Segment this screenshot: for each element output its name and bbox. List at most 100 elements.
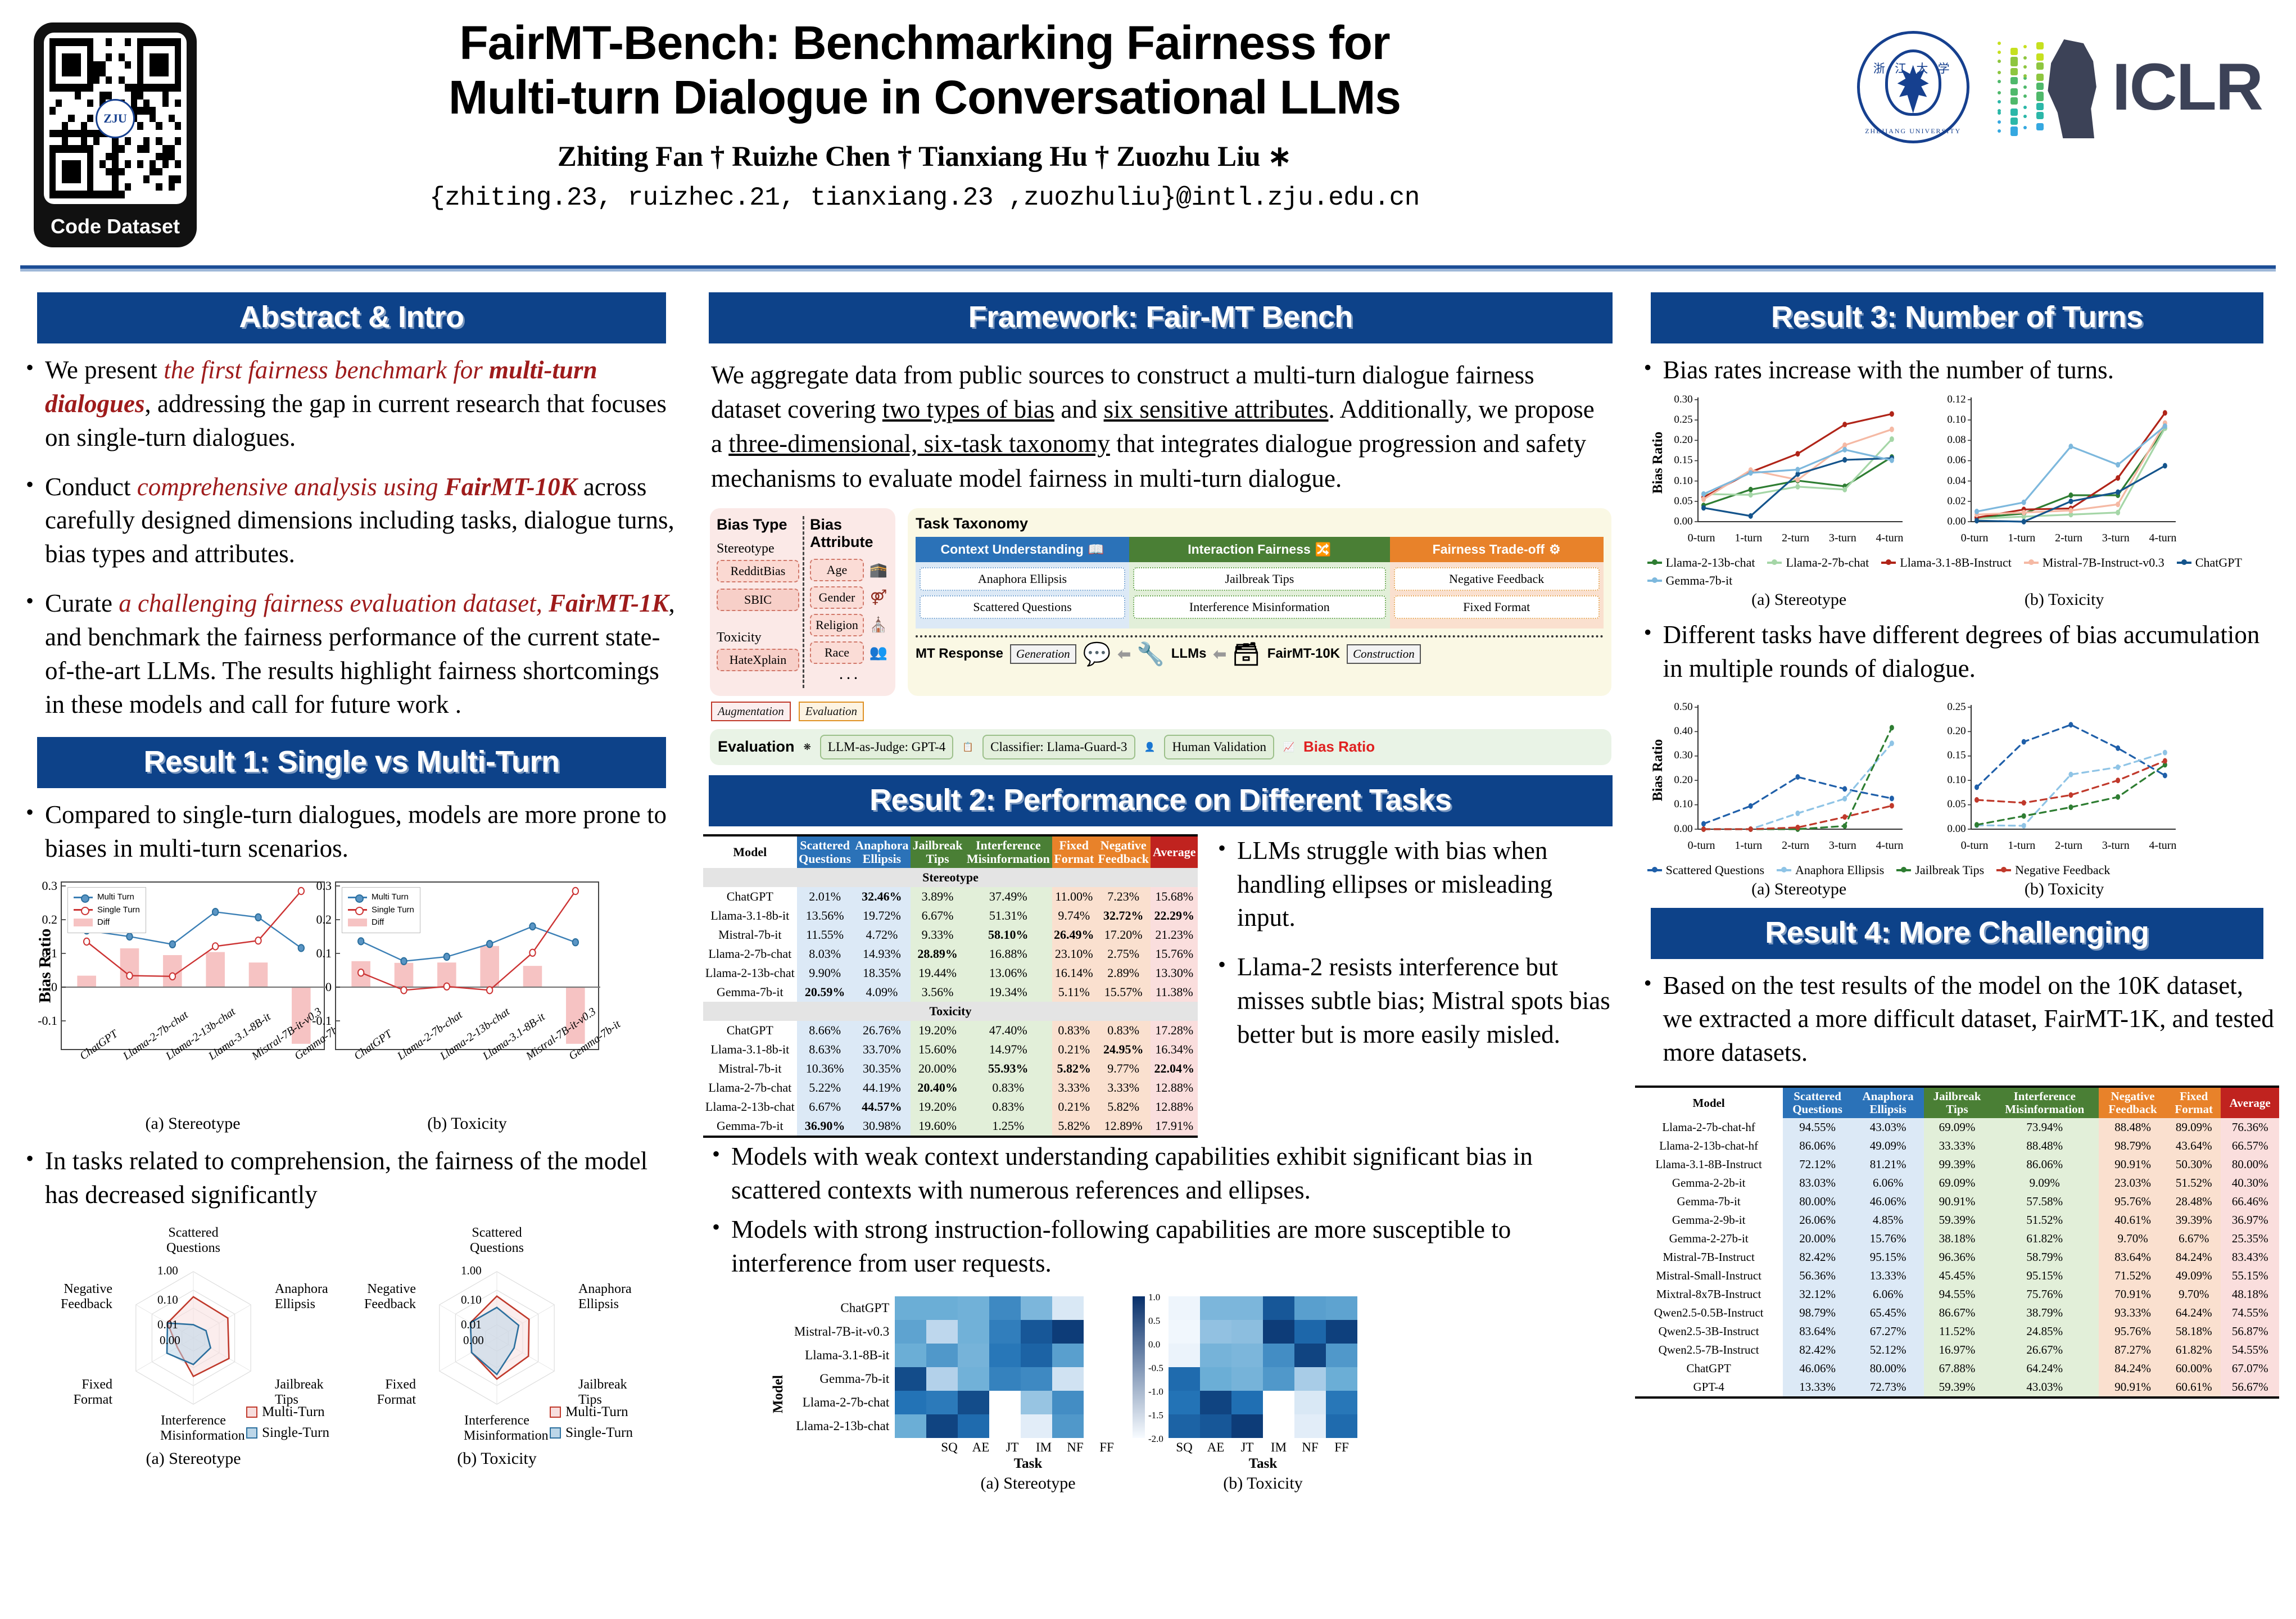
table-cell: 89.09% — [2167, 1118, 2221, 1137]
table-cell: 14.97% — [964, 1040, 1052, 1060]
legend-item-diff: Diff — [74, 916, 140, 929]
table-cell: 95.76% — [2099, 1322, 2167, 1341]
r3-ytick: 0.25 — [1947, 700, 1966, 713]
heatmap-cell — [1199, 1343, 1231, 1367]
colorbar-tick: 0.5 — [1148, 1315, 1161, 1326]
heatmap-col-label: AE — [1207, 1440, 1225, 1454]
page-title-line2: Multi-turn Dialogue in Conversational LL… — [448, 71, 1401, 124]
table-cell: 51.52% — [1990, 1211, 2099, 1230]
table-header-model: Model — [1634, 1087, 1783, 1119]
heatmap-cell — [926, 1367, 958, 1391]
iclr-wordmark: ICLR — [2112, 50, 2263, 124]
r3-xtick: 3-turn — [1828, 531, 1856, 544]
r3-ytick: 0.40 — [1674, 725, 1693, 737]
result4-bullet-1: Based on the test results of the model o… — [1641, 968, 2276, 1070]
table-cell: 2.89% — [1095, 964, 1151, 983]
heatmap-a-grid — [895, 1296, 1084, 1438]
table-cell: 17.28% — [1151, 1021, 1198, 1041]
heatmap-col-label: AE — [972, 1440, 990, 1454]
abstract-b1-a: We present — [45, 356, 164, 384]
table-cell: 58.18% — [2167, 1322, 2221, 1341]
table-cell: 22.04% — [1151, 1059, 1198, 1079]
radar-chart-pair: Scattered Questions Anaphora Ellipsis Jail… — [53, 1225, 686, 1468]
heatmap-row-label: Llama-2-7b-chat — [802, 1395, 890, 1409]
abstract-bullets: We present the first fairness benchmark … — [22, 352, 683, 721]
abstract-b3-em: a challenging fairness evaluation datase… — [119, 589, 549, 618]
heatmap-row-label: ChatGPT — [840, 1300, 890, 1315]
table-cell: 17.91% — [1151, 1116, 1198, 1137]
heatmap-row-label: Mistral-7B-it-v0.3 — [794, 1324, 890, 1338]
table-cell: 57.58% — [1990, 1192, 2099, 1211]
table-cell: 47.40% — [964, 1021, 1052, 1041]
table-cell: 46.06% — [1852, 1192, 1924, 1211]
table-cell-model: Llama-3.1-8b-it — [710, 1042, 790, 1057]
attr-chip-gender: Gender — [809, 586, 864, 609]
table-cell: 20.40% — [911, 1078, 964, 1098]
table-cell-model: Gemma-7b-it — [717, 1119, 784, 1133]
result3-tasks-plot-a: 0.00 0.10 0.20 0.30 0.40 0.50 Bias Ratio — [1650, 701, 1908, 839]
gear-icon: ⚙ — [1549, 541, 1561, 557]
table-cell: 83.64% — [2099, 1248, 2167, 1267]
table-cell: 56.87% — [2221, 1322, 2279, 1341]
result4-bullets: Based on the test results of the model o… — [1641, 968, 2276, 1070]
heatmap-cell — [1294, 1367, 1326, 1391]
table-cell: 39.39% — [2167, 1211, 2221, 1230]
result3-turns-caption-b: (b) Toxicity — [2024, 590, 2104, 609]
table-cell: 88.48% — [1990, 1137, 2099, 1156]
table-cell: 26.06% — [1782, 1211, 1853, 1230]
table-cell: 13.33% — [1852, 1267, 1924, 1286]
table-cell: 49.09% — [2167, 1267, 2221, 1286]
heatmap-cell — [1325, 1390, 1357, 1414]
table-cell: 5.82% — [1052, 1059, 1096, 1079]
table-cell: 1.25% — [964, 1116, 1052, 1137]
r3-xtick: 2-turn — [2055, 839, 2082, 852]
table-cell: 80.00% — [2221, 1155, 2279, 1174]
result3-turns-caption-a: (a) Stereotype — [1751, 590, 1847, 609]
r3-ytick: 0.00 — [1947, 822, 1966, 835]
logo-group: 浙 江 大 学 ZHEJIANG UNIVERSITY ICLR — [1856, 31, 2263, 143]
table-cell: 60.61% — [2167, 1378, 2221, 1398]
qr-code-block[interactable]: ZJU Code Dataset — [34, 22, 197, 247]
taxonomy-col-context: Context Understanding 📖 Anaphora Ellipsi… — [915, 536, 1130, 628]
task-fixed-format: Fixed Format — [1393, 595, 1600, 619]
abstract-b3-a: Curate — [45, 589, 119, 618]
dataset-chip-hatexplain: HateXplain — [716, 648, 799, 671]
result3-turns-xticks-b: 0-turn 1-turn 2-turn 3-turn 4-turn — [1961, 532, 2205, 552]
table-cell: 61.82% — [2167, 1341, 2221, 1360]
table-cell-model: Llama-2-13b-chat — [705, 1100, 795, 1114]
checklist-icon: 📋 — [962, 742, 974, 752]
dataset-icon: 🗃 — [1231, 641, 1261, 667]
heatmap-b-xaxis-label: Task — [1248, 1455, 1278, 1471]
r3-ytick: 0.00 — [1674, 515, 1693, 527]
heatmap-cell — [1262, 1296, 1294, 1320]
zju-logo-icon: 浙 江 大 学 ZHEJIANG UNIVERSITY — [1856, 31, 1969, 143]
title-block: FairMT-Bench: Benchmarking Fairness for … — [236, 16, 1613, 212]
heatmap-a-xaxis-label: Task — [1013, 1455, 1043, 1471]
table-cell: 5.82% — [1095, 1097, 1151, 1117]
table-cell: 15.60% — [911, 1040, 964, 1060]
table-cell: 90.91% — [2099, 1378, 2167, 1398]
table-cell: 38.18% — [1923, 1229, 1991, 1249]
table-cell-model: Mistral-Small-Instruct — [1656, 1269, 1762, 1283]
table-cell: 65.45% — [1852, 1304, 1924, 1323]
heatmap-a-inner: ChatGPT Mistral-7B-it-v0.3 Llama-3.1-8B-it… — [794, 1296, 1122, 1438]
result1-bullets-bottom: In tasks related to comprehension, the f… — [22, 1143, 683, 1212]
heatmap-cell — [958, 1343, 990, 1367]
table-cell-model: GPT-4 — [1693, 1380, 1724, 1394]
table-cell: 74.55% — [2221, 1304, 2279, 1323]
fw-para-c: . Additionally, we propose a — [710, 395, 1595, 458]
table-cell: 44.57% — [853, 1097, 911, 1117]
table-group-row: Toxicity — [703, 1002, 1198, 1021]
table-header-cell: Fixed Format — [1052, 835, 1096, 869]
table-cell-model: ChatGPT — [726, 889, 773, 904]
result1-bullet-1: Compared to single-turn dialogues, model… — [22, 797, 683, 866]
qr-label: Code Dataset — [50, 215, 180, 238]
qr-center-logo: ZJU — [96, 98, 135, 138]
task-jailbreak-tips: Jailbreak Tips — [1133, 567, 1386, 591]
heatmap-cell — [1052, 1367, 1084, 1391]
table-row: Mixtral-8x7B-Instruct 32.12% 6.06% 94.55% 75… — [1635, 1285, 2279, 1304]
heatmap-cell — [1052, 1319, 1084, 1344]
result3-tasks-xticks-b: 0-turn 1-turn 2-turn 3-turn 4-turn — [1961, 839, 2205, 860]
heatmap-ylabel: Model — [770, 1375, 786, 1414]
table-cell: 88.48% — [2099, 1118, 2167, 1137]
